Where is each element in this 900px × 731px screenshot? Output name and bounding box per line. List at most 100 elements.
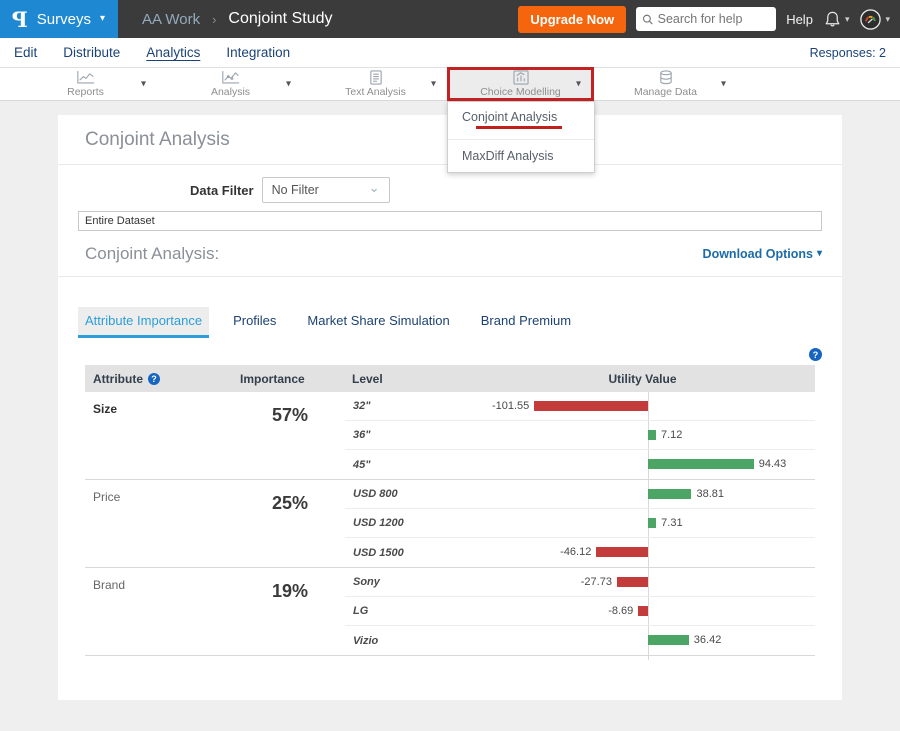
- analytics-toolbar: Reports ▾ Analysis ▾ Text Analysis ▾ Cho…: [0, 67, 900, 101]
- col-header-attribute: Attribute: [93, 371, 143, 386]
- page-title: Conjoint Analysis: [85, 129, 230, 150]
- chevron-down-icon[interactable]: ▾: [285, 78, 291, 90]
- choice-modelling-menu: Conjoint Analysis MaxDiff Analysis: [447, 101, 595, 173]
- attribute-name: Brand: [93, 578, 126, 592]
- data-filter-select[interactable]: No Filter ⌄: [261, 177, 390, 203]
- level-row: 36" 7.12: [345, 421, 815, 450]
- chevron-down-icon[interactable]: ▾: [140, 78, 146, 90]
- chevron-down-icon[interactable]: ▾: [720, 78, 726, 90]
- tab-brand-premium[interactable]: Brand Premium: [480, 313, 572, 328]
- product-label: Surveys: [36, 10, 91, 28]
- level-row: Vizio 36.42: [345, 626, 815, 655]
- utility-value-label: 38.81: [696, 488, 724, 500]
- study-nav: Edit Distribute Analytics Integration Re…: [0, 38, 900, 68]
- utility-bar-cell: -27.73: [470, 568, 815, 596]
- toolbar-analysis-label: Analysis: [210, 86, 251, 98]
- importance-value: 19%: [271, 581, 309, 601]
- toolbar-text-analysis[interactable]: Text Analysis ▾: [303, 68, 448, 100]
- nav-item-edit[interactable]: Edit: [14, 45, 38, 60]
- nav-item-integration[interactable]: Integration: [226, 45, 291, 60]
- attribute-name: Size: [93, 402, 118, 416]
- conjoint-table-groups: Size 57% 32" -101.55 36" 7.12 45" 94.43 Price 25%…: [85, 392, 815, 660]
- tab-attribute-importance[interactable]: Attribute Importance: [78, 307, 210, 338]
- col-header-utility-value: Utility Value: [608, 371, 677, 386]
- utility-value-label: 36.42: [693, 634, 722, 646]
- level-row: 45" 94.43: [345, 450, 815, 479]
- tab-market-share-simulation[interactable]: Market Share Simulation: [307, 313, 450, 328]
- section-title: Conjoint Analysis:: [85, 244, 220, 263]
- utility-bar-cell: -101.55: [470, 392, 815, 420]
- choice-chart-icon: [512, 70, 529, 85]
- utility-value-label: 7.12: [660, 429, 683, 441]
- responses-count[interactable]: Responses: 2: [809, 45, 886, 60]
- toolbar-manage-data-label: Manage Data: [633, 86, 698, 98]
- level-label: 36": [353, 429, 371, 441]
- search-input[interactable]: [657, 12, 771, 26]
- top-bar: P Surveys ▾ AA Work › Conjoint Study Upg…: [0, 0, 900, 38]
- table-help-icon[interactable]: ?: [809, 348, 822, 361]
- surveys-product-switcher[interactable]: P Surveys ▾: [0, 0, 118, 38]
- attribute-name: Price: [93, 490, 121, 504]
- questionpro-logo-icon: P: [12, 6, 28, 32]
- utility-bar-cell: 94.43: [470, 450, 815, 479]
- notifications-button[interactable]: ▾: [823, 10, 850, 29]
- attribute-group: Size 57% 32" -101.55 36" 7.12 45" 94.43: [85, 392, 815, 484]
- level-row: Sony -27.73: [345, 568, 815, 597]
- data-filter-value: No Filter: [271, 183, 319, 197]
- download-options-label: Download Options: [702, 247, 813, 261]
- toolbar-analysis[interactable]: Analysis ▾: [158, 68, 303, 100]
- database-icon: [659, 70, 673, 85]
- attribute-group: Brand 19% Sony -27.73 LG -8.69 Vizio 36.42: [85, 568, 815, 660]
- bell-icon: [825, 11, 840, 26]
- toolbar-choice-modelling-label: Choice Modelling: [480, 86, 561, 98]
- level-label: USD 800: [353, 488, 398, 500]
- upgrade-now-button[interactable]: Upgrade Now: [518, 5, 627, 33]
- toolbar-choice-modelling[interactable]: Choice Modelling ▾: [447, 67, 594, 101]
- toolbar-text-analysis-label: Text Analysis: [345, 86, 406, 98]
- positive-utility-bar: [648, 489, 692, 499]
- level-label: 32": [353, 400, 371, 412]
- positive-utility-bar: [648, 635, 689, 645]
- toolbar-manage-data[interactable]: Manage Data ▾: [593, 68, 738, 100]
- level-label: Vizio: [353, 634, 379, 647]
- chevron-down-icon: ▾: [816, 248, 822, 259]
- tab-profiles[interactable]: Profiles: [233, 313, 277, 328]
- positive-utility-bar: [648, 430, 656, 440]
- chevron-down-icon: ⌄: [368, 179, 380, 195]
- level-row: USD 1200 7.31: [345, 509, 815, 538]
- help-search-box[interactable]: [636, 7, 777, 31]
- nav-item-analytics[interactable]: Analytics: [146, 45, 201, 60]
- section-divider: [58, 276, 842, 277]
- chevron-down-icon: ▾: [885, 13, 890, 24]
- toolbar-reports[interactable]: Reports ▾: [13, 68, 158, 100]
- utility-value-label: -27.73: [580, 576, 612, 588]
- attribute-help-icon[interactable]: ?: [148, 372, 160, 385]
- negative-utility-bar: [534, 401, 648, 411]
- breadcrumb: AA Work › Conjoint Study: [142, 10, 332, 28]
- col-header-importance: Importance: [240, 371, 305, 386]
- positive-utility-bar: [648, 459, 754, 469]
- attribute-group: Price 25% USD 800 38.81 USD 1200 7.31 USD 1500…: [85, 480, 815, 572]
- menu-item-maxdiff-analysis-label: MaxDiff Analysis: [462, 149, 554, 163]
- level-label: Sony: [353, 576, 380, 588]
- utility-bar-cell: 36.42: [470, 626, 815, 655]
- search-icon: [643, 14, 653, 24]
- account-menu-button[interactable]: ▾: [859, 8, 890, 31]
- document-icon: [369, 70, 383, 85]
- utility-value-label: -46.12: [560, 546, 592, 558]
- nav-item-distribute[interactable]: Distribute: [63, 45, 121, 60]
- chevron-down-icon: ▾: [844, 13, 850, 24]
- help-link[interactable]: Help: [786, 11, 813, 27]
- level-label: 45": [353, 458, 371, 471]
- toolbar-reports-label: Reports: [67, 86, 104, 98]
- download-options-button[interactable]: Download Options ▾: [703, 247, 822, 261]
- menu-item-maxdiff-analysis[interactable]: MaxDiff Analysis: [448, 139, 594, 172]
- chevron-down-icon[interactable]: ▾: [430, 78, 436, 90]
- breadcrumb-separator-icon: ›: [212, 11, 217, 27]
- menu-item-conjoint-analysis[interactable]: Conjoint Analysis: [448, 102, 594, 139]
- chevron-down-icon[interactable]: ▾: [575, 78, 581, 90]
- level-row: 32" -101.55: [345, 392, 815, 421]
- utility-value-label: 94.43: [758, 458, 787, 470]
- breadcrumb-workspace[interactable]: AA Work: [142, 10, 201, 28]
- utility-table: Attribute ? Importance Level Utility Val…: [85, 365, 815, 660]
